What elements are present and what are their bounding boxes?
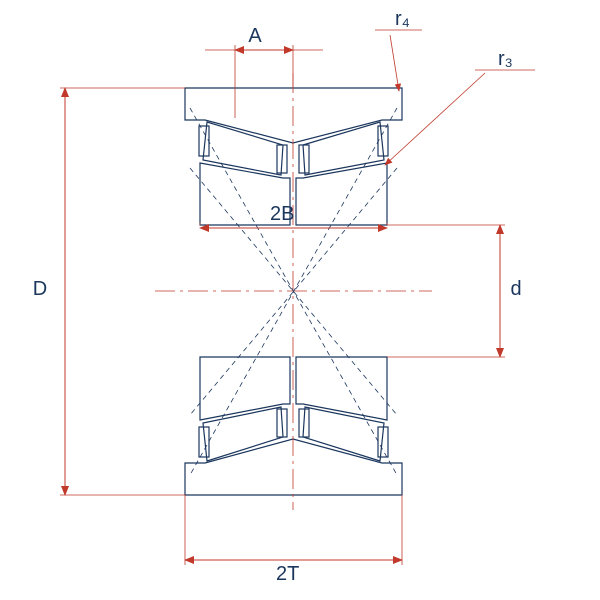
label-D: D: [33, 278, 47, 300]
label-r3: r₃: [498, 48, 513, 70]
label-A: A: [248, 25, 262, 47]
label-2B: 2B: [270, 203, 294, 225]
label-r4: r₄: [395, 8, 410, 30]
bearing-cross-section-diagram: Dd A 2B 2T r₄ r₃: [0, 0, 600, 600]
label-d: d: [510, 278, 521, 300]
label-2T: 2T: [276, 563, 299, 585]
